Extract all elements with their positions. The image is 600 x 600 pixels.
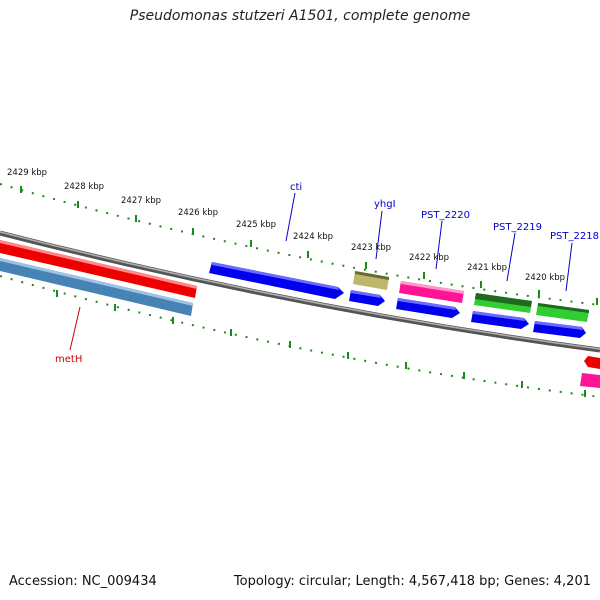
gene-label-cti: cti <box>290 182 302 193</box>
kbp-label: 2428 kbp <box>64 182 104 192</box>
kbp-label: 2424 kbp <box>293 232 333 242</box>
outer-tick-ring <box>0 183 600 306</box>
kbp-label: 2427 kbp <box>121 196 161 206</box>
genome-backbone <box>0 230 600 353</box>
gene-label-metH: metH <box>55 354 82 365</box>
gene-pst2219[interactable] <box>474 293 532 313</box>
genome-summary-text: Topology: circular; Length: 4,567,418 bp… <box>233 574 591 589</box>
major-ticks <box>20 186 598 397</box>
gene-label-yhgI: yhgI <box>374 199 396 210</box>
kbp-label: 2423 kbp <box>351 243 391 253</box>
map-title: Pseudomonas stutzeri A1501, complete gen… <box>129 8 471 24</box>
gene-label-pst2219: PST_2219 <box>493 222 542 233</box>
gene-yhgI[interactable] <box>353 271 389 290</box>
inner-tick-ring <box>0 275 600 398</box>
gene-blue-4[interactable] <box>471 311 529 329</box>
kbp-label: 2421 kbp <box>467 263 507 273</box>
gene-labels: cti yhgI PST_2220 PST_2219 PST_2218 metH <box>55 182 599 365</box>
gene-metH[interactable] <box>0 258 193 316</box>
kbp-label: 2429 kbp <box>7 168 47 178</box>
kbp-label: 2425 kbp <box>236 220 276 230</box>
label-leaders <box>69 192 573 351</box>
gene-blue-2[interactable] <box>349 290 385 306</box>
gene-label-pst2218: PST_2218 <box>550 231 599 242</box>
gene-red-right[interactable] <box>584 356 600 369</box>
kbp-label: 2426 kbp <box>178 208 218 218</box>
gene-pst2220[interactable] <box>399 281 464 303</box>
gene-pst2218[interactable] <box>536 303 589 322</box>
gene-blue-3[interactable] <box>396 298 460 318</box>
kbp-label: 2422 kbp <box>409 253 449 263</box>
kbp-labels: 2429 kbp 2428 kbp 2427 kbp 2426 kbp 2425… <box>7 168 565 283</box>
kbp-label: 2420 kbp <box>525 273 565 283</box>
gene-cti[interactable] <box>209 262 344 299</box>
accession-text: Accession: NC_009434 <box>9 574 157 589</box>
gene-blue-5[interactable] <box>533 321 586 338</box>
gene-red-large[interactable] <box>0 240 197 298</box>
gene-pink-right[interactable] <box>580 373 600 388</box>
gene-label-pst2220: PST_2220 <box>421 210 470 221</box>
